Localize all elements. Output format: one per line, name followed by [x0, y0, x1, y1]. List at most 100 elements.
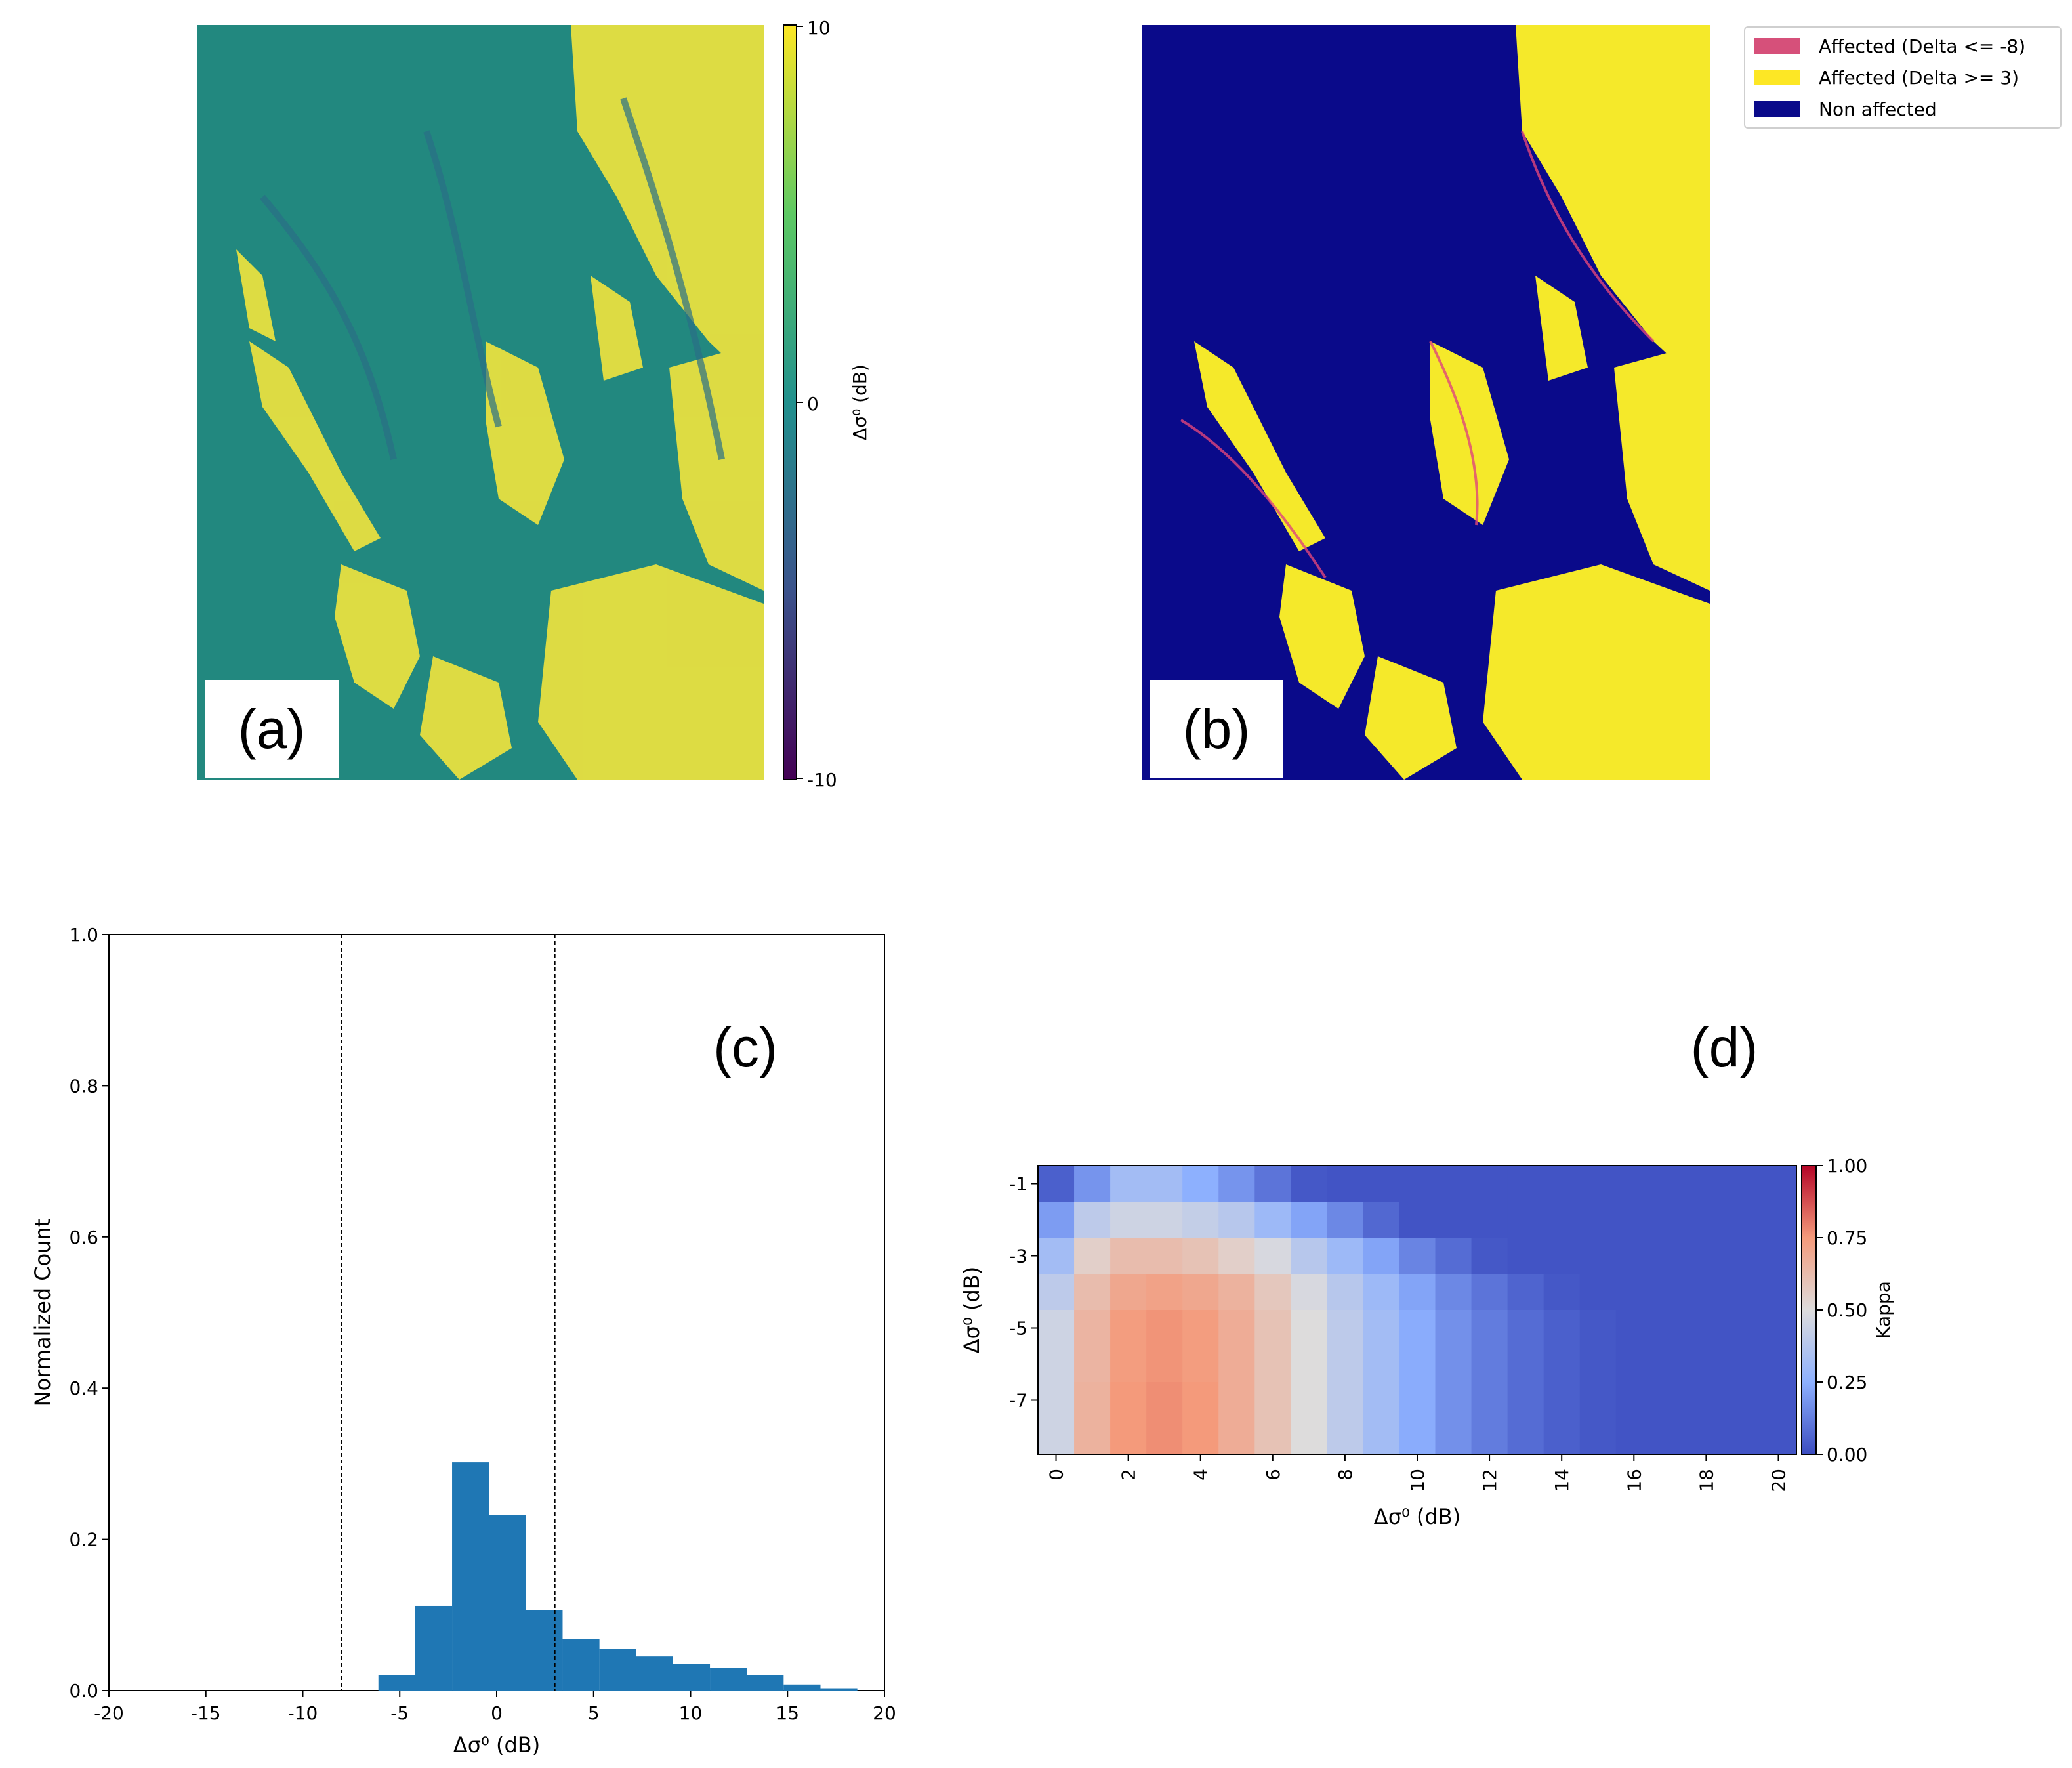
- kappa-cell: [1615, 1202, 1653, 1238]
- kappa-x-tick-label: 4: [1190, 1469, 1212, 1481]
- legend-item: Non affected: [1754, 96, 1937, 122]
- histogram-threshold-lines: [341, 935, 556, 1691]
- kappa-x-tick-label: 20: [1768, 1469, 1789, 1492]
- kappa-cell: [1074, 1310, 1111, 1347]
- panel-c: -20 -15 -10 -5 0 5 10 15 20 0.0 0.2 0.4 0.6 0.8 1.0 Δ…: [30, 924, 896, 1757]
- kappa-cell: [1363, 1382, 1399, 1419]
- kappa-cell: [1399, 1382, 1436, 1419]
- panel-c-label: (c): [713, 1017, 777, 1078]
- kappa-x-tick-label: 12: [1479, 1469, 1501, 1492]
- kappa-x-tick-label: 0: [1046, 1469, 1067, 1481]
- kappa-cell: [1435, 1274, 1472, 1311]
- kappa-colorbar-tick-label: 0.00: [1827, 1444, 1867, 1465]
- panel-a-dark-streaks: [260, 97, 725, 461]
- panel-a-colorbar-ticks: [797, 26, 803, 779]
- histogram-bar: [710, 1668, 747, 1691]
- kappa-cell: [1543, 1346, 1581, 1383]
- kappa-cell: [1074, 1382, 1111, 1419]
- panel-a: (a) 10 0 -10 Δσ⁰ (dB): [197, 17, 871, 791]
- kappa-cell: [1471, 1274, 1508, 1311]
- kappa-cell: [1074, 1238, 1111, 1274]
- kappa-cell: [1435, 1418, 1472, 1455]
- kappa-cell: [1688, 1202, 1725, 1238]
- kappa-cell: [1688, 1166, 1725, 1202]
- kappa-cell: [1507, 1166, 1544, 1202]
- kappa-cell: [1254, 1382, 1291, 1419]
- kappa-y-tick-label: -3: [1009, 1246, 1027, 1267]
- kappa-cell: [1254, 1310, 1291, 1347]
- histogram-x-tick-label: 20: [873, 1702, 896, 1724]
- kappa-cell: [1146, 1310, 1183, 1347]
- kappa-cell: [1435, 1202, 1472, 1238]
- kappa-x-tick-label: 16: [1623, 1469, 1645, 1492]
- kappa-cell: [1507, 1238, 1544, 1274]
- kappa-cell: [1182, 1382, 1219, 1419]
- kappa-cell: [1688, 1382, 1725, 1419]
- kappa-cell: [1724, 1274, 1761, 1311]
- kappa-cell: [1291, 1382, 1327, 1419]
- kappa-cell: [1579, 1382, 1617, 1419]
- kappa-cell: [1435, 1238, 1472, 1274]
- kappa-cell: [1218, 1274, 1255, 1311]
- histogram-bar: [673, 1664, 711, 1691]
- histogram-x-tick-label: 5: [588, 1702, 600, 1724]
- kappa-heatmap-y-label: Δσ⁰ (dB): [959, 1267, 984, 1353]
- kappa-cell: [1291, 1274, 1327, 1311]
- kappa-cell: [1760, 1238, 1797, 1274]
- kappa-cell: [1435, 1310, 1472, 1347]
- kappa-x-tick-label: 14: [1551, 1469, 1573, 1492]
- kappa-cell: [1254, 1238, 1291, 1274]
- kappa-cell: [1507, 1346, 1544, 1383]
- kappa-cell: [1218, 1238, 1255, 1274]
- kappa-cell: [1579, 1166, 1617, 1202]
- kappa-cell: [1363, 1238, 1399, 1274]
- kappa-cell: [1327, 1418, 1363, 1455]
- kappa-colorbar: [1801, 1165, 1817, 1455]
- kappa-cell: [1688, 1274, 1725, 1311]
- kappa-cell: [1651, 1382, 1689, 1419]
- kappa-colorbar-tick-label: 0.75: [1827, 1227, 1867, 1249]
- panel-d: (d) 0 2 4 6 8 10 12 14 16 18 20 -1-3-5-7 Δσ⁰ (dB) …: [959, 1017, 1894, 1529]
- kappa-colorbar-tick-label: 0.25: [1827, 1372, 1867, 1393]
- kappa-cell: [1182, 1238, 1219, 1274]
- kappa-cell: [1543, 1166, 1581, 1202]
- kappa-cell: [1543, 1238, 1581, 1274]
- kappa-cell: [1110, 1166, 1147, 1202]
- kappa-cell: [1146, 1382, 1183, 1419]
- histogram-y-label: Normalized Count: [30, 1219, 55, 1407]
- histogram-bars: [378, 1462, 858, 1691]
- kappa-cell: [1254, 1418, 1291, 1455]
- kappa-cell: [1760, 1166, 1797, 1202]
- legend-swatch-affected-low: [1754, 38, 1800, 54]
- kappa-cell: [1399, 1202, 1436, 1238]
- panel-a-colorbar: [783, 24, 797, 780]
- histogram-y-tick-label: 0.4: [69, 1378, 98, 1399]
- kappa-cell: [1363, 1346, 1399, 1383]
- histogram-bar: [636, 1656, 673, 1691]
- kappa-cell: [1074, 1418, 1111, 1455]
- kappa-cell: [1363, 1166, 1399, 1202]
- histogram-x-tick-label: 15: [776, 1702, 799, 1724]
- kappa-cell: [1688, 1310, 1725, 1347]
- kappa-x-tick-label: 18: [1695, 1469, 1717, 1492]
- kappa-cell: [1651, 1310, 1689, 1347]
- kappa-cell: [1615, 1310, 1653, 1347]
- kappa-colorbar-tick-label: 0.50: [1827, 1299, 1867, 1321]
- kappa-heatmap-cells: [1038, 1166, 1797, 1455]
- panel-a-colorbar-tick: 10: [807, 17, 831, 39]
- kappa-cell: [1291, 1346, 1327, 1383]
- kappa-cell: [1399, 1346, 1436, 1383]
- kappa-cell: [1543, 1310, 1581, 1347]
- kappa-cell: [1543, 1418, 1581, 1455]
- kappa-cell: [1651, 1418, 1689, 1455]
- kappa-cell: [1471, 1310, 1508, 1347]
- kappa-cell: [1760, 1310, 1797, 1347]
- kappa-cell: [1110, 1310, 1147, 1347]
- kappa-heatmap-x-label: Δσ⁰ (dB): [1374, 1504, 1461, 1529]
- histogram-x-tick-label: -15: [191, 1702, 221, 1724]
- kappa-cell: [1688, 1418, 1725, 1455]
- kappa-heatmap-x-ticks: 0 2 4 6 8 10 12 14 16 18 20: [1046, 1454, 1789, 1492]
- kappa-cell: [1543, 1202, 1581, 1238]
- kappa-cell: [1724, 1166, 1761, 1202]
- kappa-cell: [1146, 1418, 1183, 1455]
